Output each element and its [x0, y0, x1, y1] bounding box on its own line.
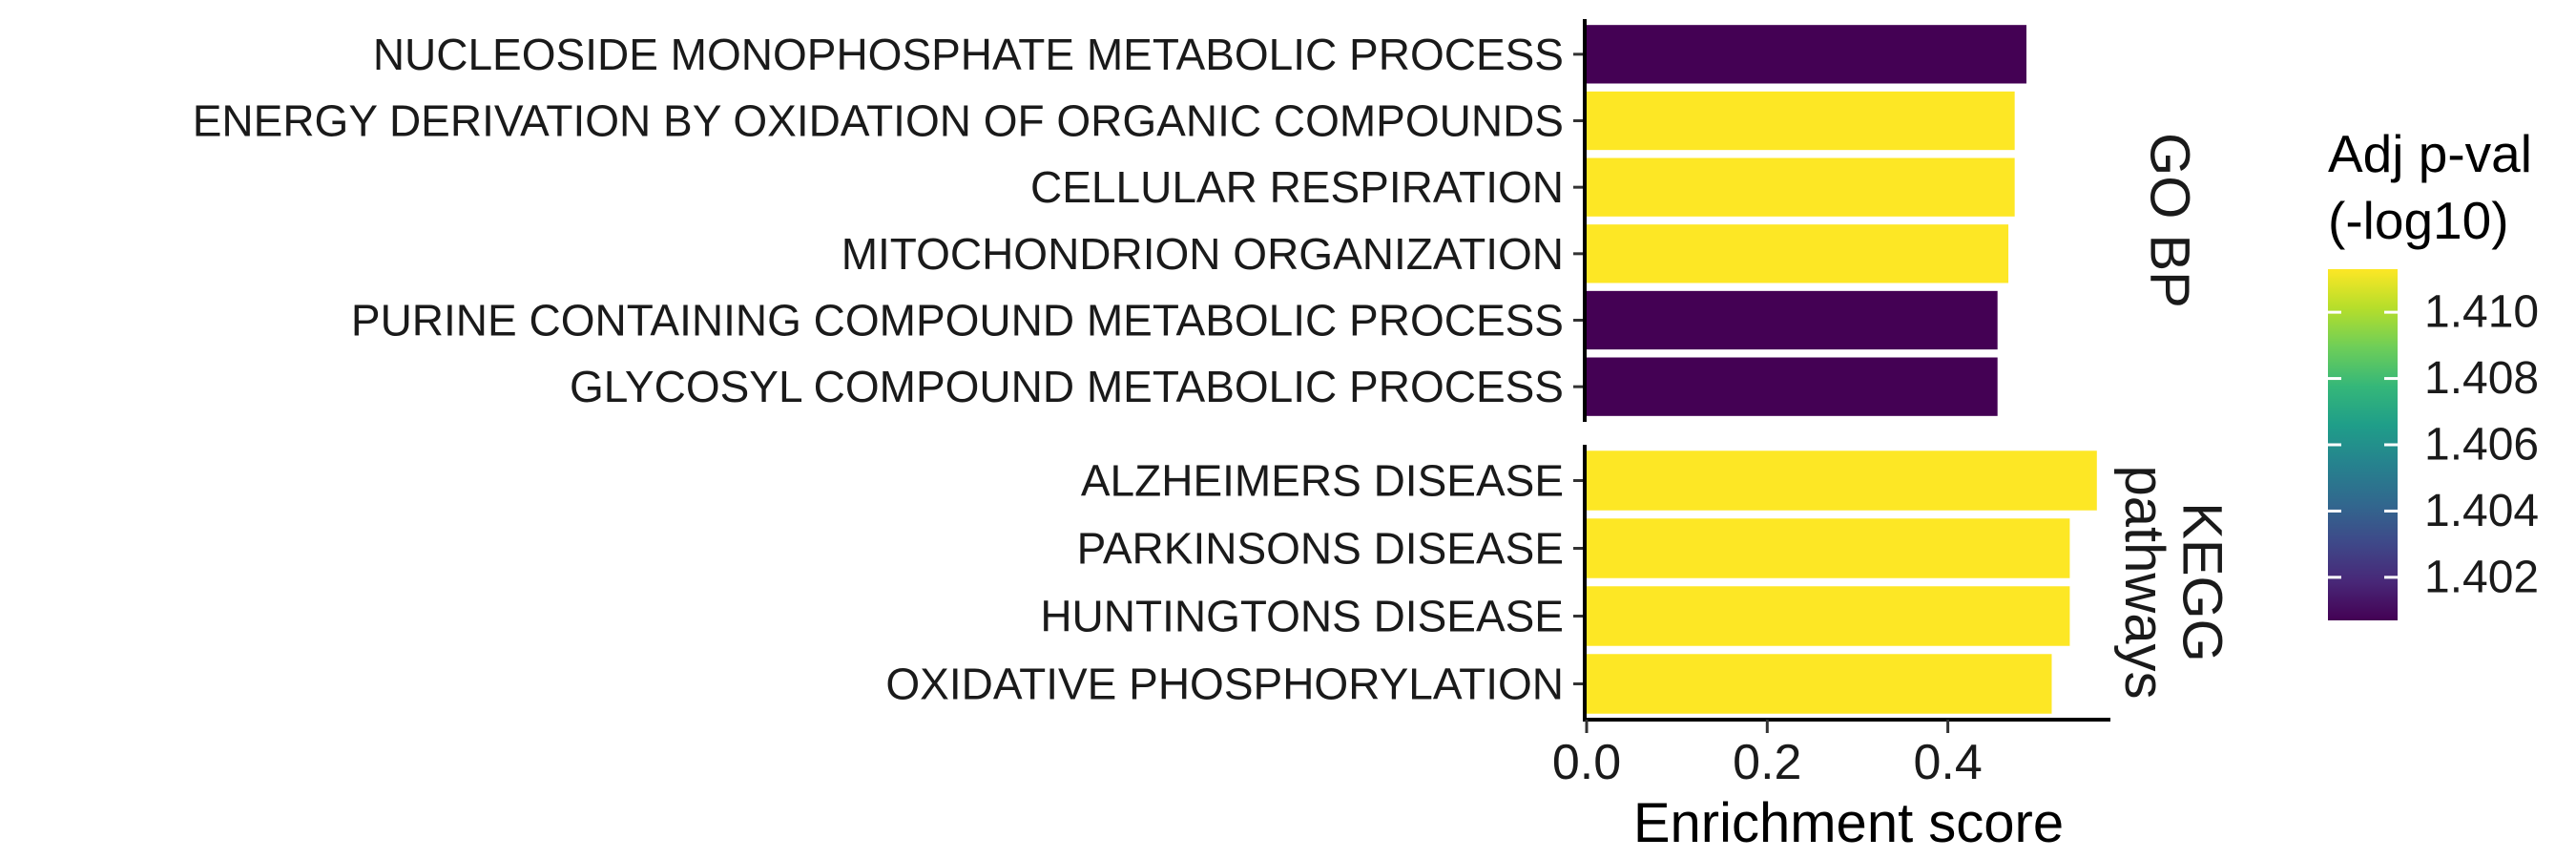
- bar: [1587, 654, 2052, 714]
- legend-title: Adj p-val: [2328, 124, 2532, 183]
- category-label: NUCLEOSIDE MONOPHOSPHATE METABOLIC PROCE…: [373, 30, 1564, 79]
- category-label: HUNTINGTONS DISEASE: [1040, 592, 1564, 641]
- bar: [1587, 157, 2015, 217]
- legend: Adj p-val (-log10) 1.402 1.404 1.406 1.408 1.4…: [2328, 124, 2539, 620]
- legend-tick-label: 1.404: [2424, 486, 2539, 536]
- strip-label: KEGGpathways: [2113, 465, 2233, 699]
- x-tick-label: 0.2: [1733, 735, 1801, 790]
- x-tick-label: 0.4: [1913, 735, 1982, 790]
- legend-tick-label: 1.402: [2424, 552, 2539, 602]
- bar: [1587, 224, 2009, 283]
- legend-tick-label: 1.408: [2424, 353, 2539, 404]
- strip-label-line: GO BP: [2139, 133, 2201, 308]
- legend-tick-label: 1.406: [2424, 420, 2539, 471]
- category-label: GLYCOSYL COMPOUND METABOLIC PROCESS: [570, 362, 1564, 411]
- category-label: OXIDATIVE PHOSPHORYLATION: [885, 660, 1564, 709]
- strip-label-line: KEGG: [2171, 502, 2233, 662]
- category-label: PARKINSONS DISEASE: [1077, 524, 1564, 574]
- category-label: PURINE CONTAINING COMPOUND METABOLIC PRO…: [351, 296, 1564, 346]
- bar: [1587, 25, 2026, 84]
- legend-title: (-log10): [2328, 191, 2509, 250]
- bar: [1587, 91, 2015, 151]
- category-label: MITOCHONDRION ORGANIZATION: [841, 229, 1564, 279]
- category-label: ENERGY DERIVATION BY OXIDATION OF ORGANI…: [193, 96, 1564, 146]
- legend-tick-label: 1.410: [2424, 287, 2539, 338]
- panel-2: ALZHEIMERS DISEASE PARKINSONS DISEASE HUNT…: [885, 445, 2233, 720]
- strip-label: GO BP: [2139, 133, 2201, 308]
- panel-1: NUCLEOSIDE MONOPHOSPHATE METABOLIC PROCE…: [193, 19, 2201, 422]
- x-axis-title: Enrichment score: [1633, 792, 2064, 854]
- category-label: CELLULAR RESPIRATION: [1030, 162, 1564, 212]
- bar: [1587, 518, 2070, 578]
- category-label: ALZHEIMERS DISEASE: [1081, 456, 1564, 506]
- strip-label-line: pathways: [2113, 465, 2175, 699]
- bar: [1587, 450, 2097, 511]
- bar: [1587, 290, 1998, 350]
- bar: [1587, 357, 1998, 416]
- bar: [1587, 586, 2070, 646]
- x-tick-label: 0.0: [1552, 735, 1621, 790]
